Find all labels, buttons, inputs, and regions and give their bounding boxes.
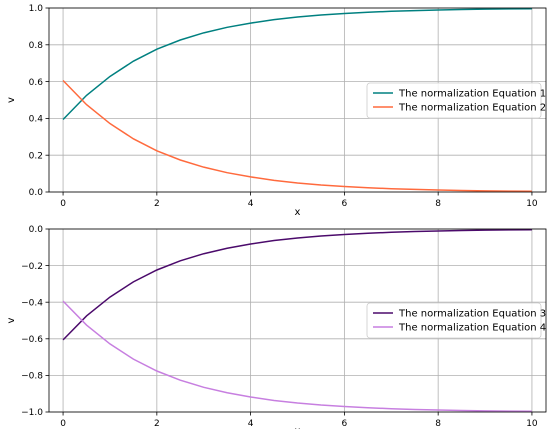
y-tick-label: −0.2 bbox=[21, 262, 43, 272]
x-tick-label: 2 bbox=[154, 419, 160, 429]
legend-label-2: The normalization Equation 2 bbox=[398, 103, 546, 114]
y-tick-label: 0.0 bbox=[29, 188, 44, 198]
legend-label-1: The normalization Equation 3 bbox=[398, 309, 546, 320]
series-line-2 bbox=[62, 300, 532, 413]
x-tick-label: 6 bbox=[342, 419, 348, 429]
y-axis-label: v bbox=[6, 317, 17, 323]
y-tick-label: 0.0 bbox=[29, 225, 44, 235]
y-tick-label: −1.0 bbox=[21, 408, 43, 418]
y-tick-label: 0.6 bbox=[29, 78, 44, 88]
x-tick-label: 4 bbox=[248, 199, 254, 209]
x-tick-label: 4 bbox=[248, 419, 254, 429]
x-axis-label: x bbox=[295, 426, 301, 429]
x-tick-label: 10 bbox=[526, 419, 538, 429]
y-tick-label: −0.8 bbox=[21, 372, 43, 382]
x-tick-label: 2 bbox=[154, 199, 160, 209]
series-line-2 bbox=[62, 79, 532, 193]
chart-top: 0 2 4 6 8 10 0.0 0.2 0.4 0.6 0.8 1.0 x v The normaliza… bbox=[6, 4, 547, 218]
series-line-1 bbox=[62, 7, 532, 121]
x-tick-label: 6 bbox=[342, 199, 348, 209]
y-axis-label: v bbox=[6, 97, 17, 103]
x-tick-label: 8 bbox=[435, 199, 441, 209]
chart-bottom: 0 2 4 6 8 10 −1.0 −0.8 −0.6 −0.4 −0.2 0.0 x v The norm… bbox=[6, 225, 547, 429]
y-tick-label: −0.6 bbox=[21, 335, 43, 345]
plot-frame bbox=[48, 7, 547, 193]
series-line-1 bbox=[62, 228, 532, 341]
x-tick-label: 0 bbox=[60, 199, 66, 209]
legend-label-1: The normalization Equation 1 bbox=[398, 89, 546, 100]
x-tick-label: 8 bbox=[435, 419, 441, 429]
y-tick-label: 0.2 bbox=[29, 151, 43, 161]
legend-label-2: The normalization Equation 4 bbox=[398, 323, 546, 334]
x-tick-label: 10 bbox=[526, 199, 538, 209]
legend-box bbox=[366, 82, 542, 119]
y-tick-label: 1.0 bbox=[29, 4, 44, 14]
legend-box bbox=[366, 302, 542, 339]
x-axis-label: x bbox=[295, 207, 301, 218]
plot-frame bbox=[48, 228, 547, 413]
y-tick-label: 0.4 bbox=[29, 115, 44, 125]
y-tick-label: −0.4 bbox=[21, 298, 43, 308]
x-tick-label: 0 bbox=[60, 419, 66, 429]
y-tick-label: 0.8 bbox=[29, 41, 44, 51]
